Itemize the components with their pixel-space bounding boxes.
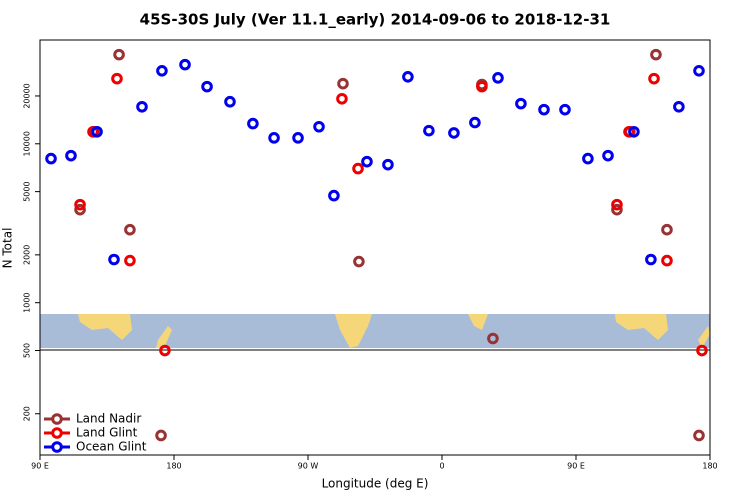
data-point [352,162,364,175]
data-point [74,198,86,211]
data-point [179,58,191,71]
y-tick-label: 1000 [23,293,32,313]
data-point [124,223,136,236]
data-point [74,203,86,216]
data-point [673,100,685,113]
data-point [628,125,640,138]
data-point [476,80,488,93]
data-point [45,152,57,165]
data-point [661,223,673,236]
data-point [693,64,705,77]
data-point [492,72,504,84]
data-point [487,332,499,345]
data-point [91,125,103,138]
data-point [559,103,571,116]
y-axis-label: N Total [1,228,15,269]
data-point [382,158,394,171]
legend-label: Land Nadir [76,412,141,426]
y-tick-label: 2000 [23,245,32,265]
data-point [423,124,435,137]
data-point [156,64,168,77]
data-point [623,125,635,138]
x-tick-label: 180 [702,462,717,471]
data-point [313,120,325,133]
data-point [108,253,120,266]
legend-marker [51,413,63,425]
data-point [124,254,136,267]
data-point [696,344,708,357]
x-tick-label: 180 [166,462,181,471]
x-tick-label: 0 [439,462,444,471]
x-tick-label: 90 E [31,462,49,471]
data-point [645,253,657,266]
data-point [87,125,99,138]
y-tick-label: 200 [23,406,32,421]
data-point [538,103,550,116]
data-point [224,95,236,108]
map-strip [40,314,710,348]
data-point [113,48,125,61]
y-tick-label: 10000 [23,131,32,156]
plot-frame [39,39,711,456]
data-point [661,254,673,267]
data-point [353,255,365,268]
data-point [402,71,414,83]
data-point [65,149,77,162]
y-tick-label: 20000 [23,83,32,108]
data-point [611,198,623,211]
data-point [361,155,373,168]
x-tick-label: 90 W [298,462,319,471]
data-point [328,189,340,202]
data-point [111,72,123,85]
data-point [292,132,304,144]
data-point [136,100,148,113]
x-tick-label: 90 E [567,462,585,471]
legend-label: Ocean Glint [76,440,147,454]
legend-marker [51,441,63,453]
data-point [155,429,167,442]
data-point [650,48,662,61]
data-point [648,72,660,85]
legend-marker [51,427,63,439]
chart-title: 45S-30S July (Ver 11.1_early) 2014-09-06… [140,11,611,29]
data-point [611,203,623,216]
data-point [602,149,614,162]
data-point [469,116,481,129]
data-point [159,344,171,357]
data-point [268,132,280,144]
data-point [448,127,460,139]
data-point [337,77,349,90]
data-point [582,152,594,165]
data-point [336,92,348,105]
y-tick-label: 500 [23,343,32,358]
y-tick-label: 5000 [23,181,32,201]
data-point [201,80,213,93]
x-axis-label: Longitude (deg E) [322,477,429,491]
legend-label: Land Glint [76,426,138,440]
data-point [247,117,259,130]
data-point [693,429,705,442]
data-point [515,97,527,110]
